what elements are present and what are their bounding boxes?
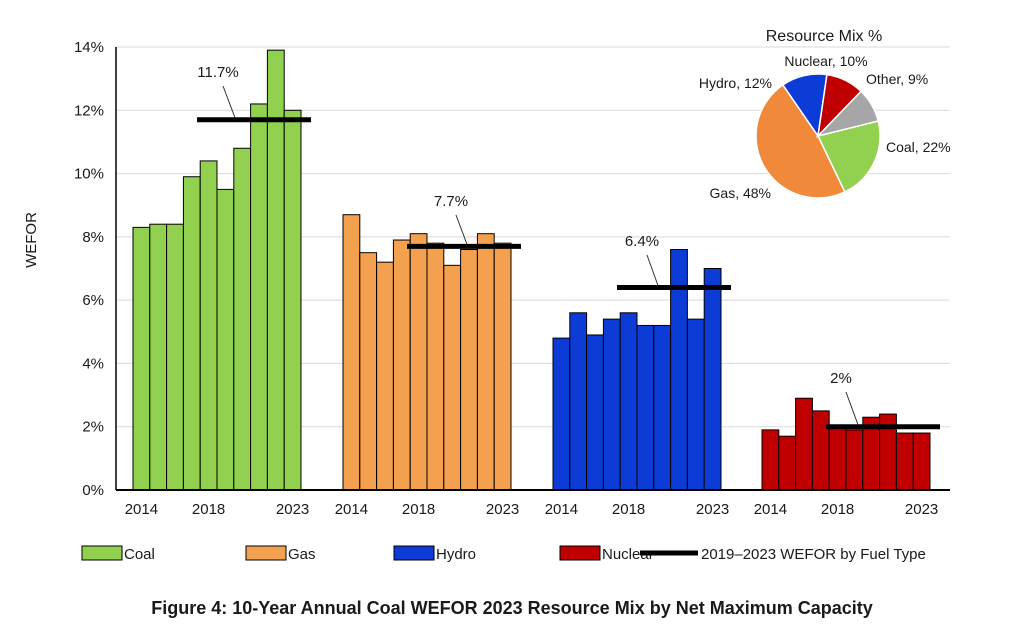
- bar-gas-2014: [342, 214, 361, 491]
- bar-hydro-2022: [686, 318, 705, 491]
- pie-label-nuclear: Nuclear, 10%: [784, 53, 867, 69]
- legend-swatch-hydro: [393, 545, 435, 561]
- bar-coal-2015: [149, 223, 168, 491]
- bar-nuclear-2022: [895, 432, 914, 491]
- bar-hydro-2016: [586, 334, 604, 491]
- legend: Coal Gas Hydro Nuclear 2019–2023 WEFOR by Fu…: [81, 545, 926, 563]
- avg-leader-line: [845, 391, 859, 425]
- avg-leader-line: [646, 254, 659, 286]
- y-tick-label: 6%: [82, 292, 104, 309]
- y-tick-label: 14%: [74, 39, 104, 56]
- bar-gas-2018: [409, 233, 428, 491]
- x-tick-label: 2018: [612, 501, 645, 518]
- bar-coal-2016: [166, 223, 184, 491]
- bar-gas-2022: [476, 233, 495, 491]
- x-tick-label: 2014: [754, 501, 787, 518]
- x-tick-label: 2014: [335, 501, 368, 518]
- bar-hydro-2020: [653, 324, 672, 491]
- avg-leader-line: [455, 214, 468, 245]
- bar-gas-2019: [426, 242, 445, 491]
- y-tick-label: 8%: [82, 229, 104, 246]
- bar-coal-2021: [250, 103, 268, 491]
- bar-gas-2016: [376, 261, 394, 491]
- bar-gas-2023: [493, 242, 512, 491]
- x-tick-label: 2023: [905, 501, 938, 518]
- bars: [132, 49, 931, 491]
- x-tick-label: 2014: [125, 501, 158, 518]
- bar-nuclear-2018: [828, 426, 847, 491]
- bar-gas-2020: [443, 264, 462, 491]
- bar-gas-2017: [392, 239, 411, 491]
- pie-title: Resource Mix %: [766, 28, 882, 45]
- axes: 0% 2% 4% 6% 8% 10% 12% 14% 2014 2018 2023 2014 2018 2…: [74, 39, 950, 518]
- pie-slice-coal: [816, 120, 881, 193]
- y-tick-label: 0%: [82, 482, 104, 499]
- x-tick-label: 2014: [545, 501, 578, 518]
- bar-gas-2021: [460, 249, 478, 491]
- y-tick-label: 2%: [82, 419, 104, 436]
- avg-leader-line: [222, 85, 236, 118]
- bar-hydro-2014: [552, 337, 571, 491]
- bar-coal-2017: [182, 176, 201, 491]
- bar-nuclear-2017: [811, 410, 830, 491]
- bar-coal-2014: [132, 226, 151, 491]
- pie-label-gas: Gas, 48%: [710, 185, 771, 201]
- bar-hydro-2023: [703, 268, 722, 491]
- legend-label-hydro: Hydro: [436, 546, 476, 563]
- bar-hydro-2019: [636, 324, 655, 491]
- pie-label-other: Other, 9%: [866, 71, 928, 87]
- x-tick-label: 2023: [486, 501, 519, 518]
- bar-nuclear-2023: [912, 432, 931, 491]
- legend-swatch-gas: [245, 545, 287, 561]
- bar-nuclear-2014: [761, 429, 780, 491]
- bar-hydro-2017: [602, 318, 621, 491]
- figure-caption: Figure 4: 10-Year Annual Coal WEFOR 2023…: [151, 598, 873, 618]
- legend-label-nuclear: Nuclear: [602, 546, 654, 563]
- pie-label-coal: Coal, 22%: [886, 139, 951, 155]
- bar-nuclear-2015: [778, 435, 797, 491]
- y-axis-title: WEFOR: [23, 212, 40, 268]
- legend-swatch-coal: [81, 545, 123, 561]
- pie-label-hydro: Hydro, 12%: [699, 75, 772, 91]
- legend-swatch-nuclear: [559, 545, 601, 561]
- bar-coal-2020: [233, 147, 252, 491]
- avg-label-gas: 7.7%: [434, 193, 468, 210]
- bar-gas-2015: [359, 252, 378, 491]
- x-tick-label: 2018: [821, 501, 854, 518]
- legend-label-gas: Gas: [288, 546, 316, 563]
- bar-nuclear-2016: [795, 397, 813, 491]
- pie-slice-other: [815, 90, 880, 138]
- legend-label-coal: Coal: [124, 546, 155, 563]
- avg-label-nuclear: 2%: [830, 370, 852, 387]
- resource-mix-pie: Coal, 22% Gas, 48% Hydro, 12% Nuclear, 10% O…: [699, 28, 951, 201]
- pie-slice-gas: [755, 83, 846, 199]
- bar-coal-2022: [266, 49, 285, 491]
- x-tick-label: 2018: [192, 501, 225, 518]
- bar-coal-2023: [283, 109, 302, 491]
- y-tick-label: 4%: [82, 355, 104, 372]
- avg-label-coal: 11.7%: [197, 64, 238, 81]
- x-tick-label: 2023: [696, 501, 729, 518]
- y-tick-label: 10%: [74, 166, 104, 183]
- bar-nuclear-2019: [845, 429, 864, 491]
- bar-hydro-2015: [569, 312, 588, 491]
- avg-label-hydro: 6.4%: [625, 233, 659, 250]
- bar-hydro-2018: [619, 312, 638, 491]
- legend-label-average: 2019–2023 WEFOR by Fuel Type: [701, 546, 926, 563]
- x-tick-label: 2018: [402, 501, 435, 518]
- average-lines: 11.7% 7.7% 6.4% 2%: [197, 64, 940, 430]
- x-tick-label: 2023: [276, 501, 309, 518]
- bar-coal-2018: [199, 160, 218, 491]
- y-tick-label: 12%: [74, 102, 104, 119]
- bar-coal-2019: [216, 188, 235, 491]
